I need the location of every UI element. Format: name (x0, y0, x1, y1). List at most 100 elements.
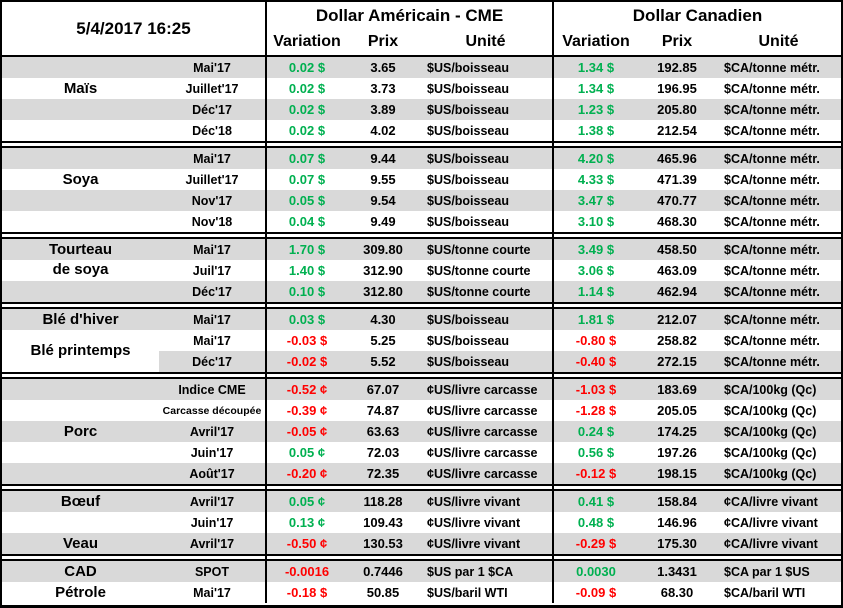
ca-variation-cell: 0.41 $ (552, 491, 638, 512)
ca-price-cell: 205.05 (657, 403, 697, 418)
ca-unit-cell: $CA/100kg (Qc) (724, 445, 817, 460)
ca-price-cell: 158.84 (657, 494, 697, 509)
us-price-cell: 63.63 (366, 424, 400, 439)
section: Mai'17 0.03 $ 4.30 $US/boisseau 1.81 $ 2… (2, 309, 841, 372)
us-price-cell: 9.55 (370, 172, 396, 187)
us-column-labels: Variation Prix Unité (267, 29, 552, 55)
us-variation-header: Variation (273, 33, 341, 50)
month-cell: Mai'17 (193, 151, 231, 166)
ca-unit-cell: $CA par 1 $US (724, 564, 810, 579)
us-variation-cell: -0.03 $ (265, 330, 347, 351)
month-cell: Août'17 (189, 466, 235, 481)
ca-variation-cell: 0.48 $ (552, 512, 638, 533)
category-space (2, 57, 159, 78)
table-row: Mai'17 0.02 $ 3.65 $US/boisseau 1.34 $ 1… (2, 57, 841, 78)
us-variation-cell: -0.52 ¢ (265, 379, 347, 400)
ca-price-cell: 458.50 (657, 242, 697, 257)
us-variation-cell: 0.04 $ (265, 211, 347, 232)
section-separator (2, 372, 841, 379)
section: Mai'17 0.02 $ 3.65 $US/boisseau 1.34 $ 1… (2, 57, 841, 141)
category-space (2, 463, 159, 484)
us-price-cell: 109.43 (363, 515, 403, 530)
month-cell: Carcasse découpée (162, 404, 262, 417)
ca-variation-cell: 1.14 $ (552, 281, 638, 302)
us-unit-cell: $US/boisseau (427, 151, 509, 166)
month-cell: Avril'17 (189, 494, 235, 509)
month-cell: Déc'17 (192, 354, 232, 369)
ca-unit-cell: $CA/tonne métr. (724, 263, 820, 278)
ca-price-cell: 212.54 (657, 123, 697, 138)
month-cell: Juil'17 (192, 263, 232, 278)
category-space (2, 400, 159, 421)
ca-unit-cell: $CA/baril WTI (724, 585, 806, 600)
ca-variation-cell: 0.56 $ (552, 442, 638, 463)
month-cell: Indice CME (178, 382, 246, 397)
us-price-cell: 3.65 (370, 60, 396, 75)
us-variation-cell: 0.02 $ (265, 120, 347, 141)
us-variation-cell: 0.02 $ (265, 99, 347, 120)
us-variation-cell: -0.02 $ (265, 351, 347, 372)
us-variation-cell: 1.40 $ (265, 260, 347, 281)
ca-price-cell: 197.26 (657, 445, 697, 460)
table-row: Juillet'17 0.07 $ 9.55 $US/boisseau 4.33… (2, 169, 841, 190)
us-unit-cell: $US/boisseau (427, 333, 509, 348)
month-cell: SPOT (194, 564, 230, 579)
us-price-cell: 312.80 (363, 284, 403, 299)
ca-variation-cell: -0.40 $ (552, 351, 638, 372)
us-price-cell: 5.52 (370, 354, 396, 369)
category-space (2, 190, 159, 211)
ca-unit-cell: $CA/tonne métr. (724, 312, 820, 327)
us-price-cell: 9.49 (370, 214, 396, 229)
ca-variation-cell: 3.10 $ (552, 211, 638, 232)
table-row: Juin'17 0.05 ¢ 72.03 ¢US/livre carcasse … (2, 442, 841, 463)
ca-unit-cell: $CA/100kg (Qc) (724, 424, 817, 439)
table-row: Indice CME -0.52 ¢ 67.07 ¢US/livre carca… (2, 379, 841, 400)
category-space (2, 148, 159, 169)
ca-price-cell: 463.09 (657, 263, 697, 278)
category-label: Veau (62, 534, 99, 552)
table-header: 5/4/2017 16:25 Dollar Américain - CME Va… (2, 2, 841, 57)
us-unit-cell: ¢US/livre vivant (427, 515, 521, 530)
ca-price-cell: 471.39 (657, 172, 697, 187)
ca-variation-cell: 4.33 $ (552, 169, 638, 190)
ca-variation-cell: -1.03 $ (552, 379, 638, 400)
month-cell: Mai'17 (193, 585, 231, 600)
us-unit-cell: $US/boisseau (427, 102, 509, 117)
section: Mai'17 1.70 $ 309.80 $US/tonne courte 3.… (2, 239, 841, 302)
us-variation-cell: -0.05 ¢ (265, 421, 347, 442)
ca-variation-cell: 1.81 $ (552, 309, 638, 330)
month-cell: Nov'18 (191, 214, 233, 229)
ca-variation-cell: 1.38 $ (552, 120, 638, 141)
table-row: Mai'17 0.07 $ 9.44 $US/boisseau 4.20 $ 4… (2, 148, 841, 169)
us-unit-cell: $US/boisseau (427, 354, 509, 369)
us-unit-cell: $US/boisseau (427, 60, 509, 75)
ca-unit-cell: $CA/100kg (Qc) (724, 403, 817, 418)
category-label: CAD (64, 562, 97, 580)
month-cell: Mai'17 (193, 312, 231, 327)
month-cell: Mai'17 (193, 60, 231, 75)
month-cell: Déc'17 (192, 102, 232, 117)
ca-variation-cell: -0.09 $ (552, 582, 638, 603)
us-variation-cell: 0.03 $ (265, 309, 347, 330)
section-separator (2, 141, 841, 148)
category-label: Blé printemps (2, 330, 159, 372)
category-label: Blé d'hiver (42, 310, 119, 328)
ca-unit-cell: $CA/tonne métr. (724, 123, 820, 138)
us-group-title: Dollar Américain - CME (315, 5, 504, 25)
us-price-cell: 118.28 (363, 494, 403, 509)
ca-price-cell: 183.69 (657, 382, 697, 397)
us-unit-cell: $US/boisseau (427, 172, 509, 187)
ca-price-header: Prix (661, 33, 693, 50)
table-row: Mai'17 1.70 $ 309.80 $US/tonne courte 3.… (2, 239, 841, 260)
month-cell: Avril'17 (189, 536, 235, 551)
us-unit-cell: ¢US/livre carcasse (427, 445, 538, 460)
table-row: Juin'17 0.13 ¢ 109.43 ¢US/livre vivant 0… (2, 512, 841, 533)
table-row: Nov'17 0.05 $ 9.54 $US/boisseau 3.47 $ 4… (2, 190, 841, 211)
us-variation-cell: -0.20 ¢ (265, 463, 347, 484)
ca-variation-cell: -0.12 $ (552, 463, 638, 484)
us-unit-cell: $US/tonne courte (427, 284, 531, 299)
ca-variation-cell: -1.28 $ (552, 400, 638, 421)
category-space (2, 379, 159, 400)
ca-unit-cell: $CA/tonne métr. (724, 172, 820, 187)
category-label: Maïs (63, 79, 98, 97)
